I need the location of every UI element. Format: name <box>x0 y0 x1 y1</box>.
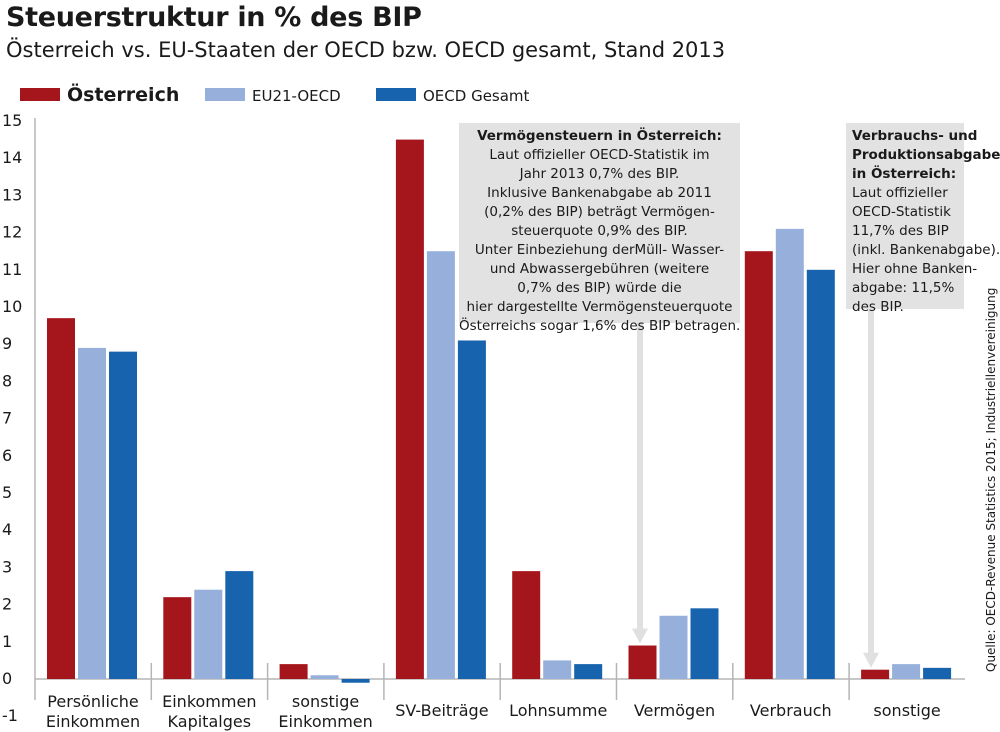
annotation-vermoegen-line: und Abwassergebühren (weitere <box>489 261 710 277</box>
annotation-verbrauch-line: (inkl. Bankenabgabe). <box>852 242 1000 258</box>
y-tick-label: 12 <box>2 223 22 242</box>
arrow-sonstige-head <box>863 652 879 668</box>
annotation-verbrauch-line: abgabe: 11,5% <box>852 280 955 296</box>
annotation-vermoegen-line: Unter Einbeziehung derMüll- Wasser- <box>474 242 725 258</box>
annotation-verbrauch-heading: in Österreich: <box>852 166 957 182</box>
x-tick-label: Persönliche <box>47 692 138 711</box>
bar <box>892 664 921 679</box>
y-tick-label: 3 <box>2 557 12 576</box>
bar <box>543 660 572 679</box>
x-tick-label: Einkommen <box>162 692 256 711</box>
legend-label: OECD Gesamt <box>423 87 530 105</box>
bar <box>310 675 339 679</box>
legend-swatch <box>376 88 416 101</box>
annotation-verbrauch-line: Hier ohne Banken- <box>852 261 978 277</box>
annotation-vermoegen-line: Laut offizieller OECD-Statistik im <box>489 147 710 163</box>
x-tick-label: Einkommen <box>46 712 140 731</box>
annotation-vermoegen-heading: Vermögensteuern in Österreich: <box>477 128 722 144</box>
y-tick-label: 9 <box>2 334 12 353</box>
annotation-verbrauch-line: OECD-Statistik <box>852 204 951 220</box>
legend-swatch <box>20 88 60 101</box>
annotation-vermoegen-line: hier dargestellte Vermögensteuerquote <box>466 299 733 315</box>
bar <box>163 597 192 679</box>
y-tick-label: 2 <box>2 595 12 614</box>
bar <box>279 664 308 679</box>
annotation-verbrauch-line: 11,7% des BIP <box>852 223 949 239</box>
y-tick-label: 14 <box>2 148 22 167</box>
y-tick-label: 7 <box>2 409 12 428</box>
y-tick-label: 13 <box>2 185 22 204</box>
legend-label: Österreich <box>67 82 179 106</box>
x-tick-label: Verbrauch <box>750 701 832 720</box>
y-tick-label: 1 <box>2 632 12 651</box>
chart-subtitle: Österreich vs. EU-Staaten der OECD bzw. … <box>6 38 726 62</box>
y-tick-label: 15 <box>2 111 22 130</box>
bar <box>628 645 657 679</box>
bar <box>395 139 424 680</box>
y-tick-label: -1 <box>2 706 18 725</box>
y-tick-label: 4 <box>2 520 12 539</box>
annotation-verbrauch-line: Laut offizieller <box>852 185 948 201</box>
bar <box>47 318 75 679</box>
annotation-vermoegen-line: Inklusive Bankenabgabe ab 2011 <box>487 185 712 201</box>
bar <box>574 664 603 679</box>
annotation-vermoegen-line: steuerquote 0,9% des BIP. <box>511 223 688 239</box>
bar <box>744 251 773 679</box>
x-tick-label: sonstige <box>873 701 940 720</box>
y-tick-label: 0 <box>2 669 12 688</box>
annotation-vermoegen: Vermögensteuern in Österreich: Laut offi… <box>459 123 740 334</box>
bar <box>659 615 688 679</box>
y-tick-label: 11 <box>2 260 22 279</box>
y-tick-label: 5 <box>2 483 12 502</box>
bar <box>923 667 952 679</box>
bar <box>225 571 254 679</box>
x-tick-label: SV-Beiträge <box>395 701 488 720</box>
x-tick-label: Lohnsumme <box>509 701 607 720</box>
annotation-vermoegen-line: Jahr 2013 0,7% des BIP. <box>519 166 680 182</box>
annotation-verbrauch-heading: Produktionsabgaben <box>852 147 1000 163</box>
y-tick-label: 6 <box>2 446 12 465</box>
bar <box>78 347 106 679</box>
bar <box>512 571 541 679</box>
x-tick-label: Einkommen <box>278 712 372 731</box>
chart-title: Steuerstruktur in % des BIP <box>6 2 422 33</box>
bar <box>426 251 455 679</box>
legend-label: EU21-OECD <box>252 87 341 105</box>
bar <box>690 608 719 679</box>
annotation-vermoegen-line: Österreichs sogar 1,6% des BIP betragen. <box>459 318 741 334</box>
x-tick-label: Kapitalges <box>168 712 251 731</box>
bar <box>194 589 223 679</box>
x-tick-label: sonstige <box>292 692 359 711</box>
annotation-verbrauch-line: des BIP. <box>852 299 904 315</box>
bar <box>775 228 804 679</box>
bar <box>341 679 370 683</box>
annotation-verbrauch-heading: Verbrauchs- und <box>852 128 978 144</box>
annotation-vermoegen-line: 0,7% des BIP) würde die <box>517 280 682 296</box>
bar <box>806 269 835 679</box>
bar <box>109 351 137 679</box>
annotation-verbrauch: Verbrauchs- und Produktionsabgaben in Öste… <box>846 123 1000 315</box>
arrow-vermoegen-head <box>632 628 648 644</box>
bar <box>457 340 486 679</box>
legend-swatch <box>205 88 245 101</box>
x-tick-label: Vermögen <box>634 701 715 720</box>
annotation-vermoegen-line: (0,2% des BIP) beträgt Vermögen- <box>484 204 715 220</box>
y-tick-label: 8 <box>2 371 12 390</box>
y-tick-label: 10 <box>2 297 22 316</box>
source-note: Quelle: OECD-Revenue Statistics 2015; In… <box>984 287 998 672</box>
bar <box>861 669 890 679</box>
